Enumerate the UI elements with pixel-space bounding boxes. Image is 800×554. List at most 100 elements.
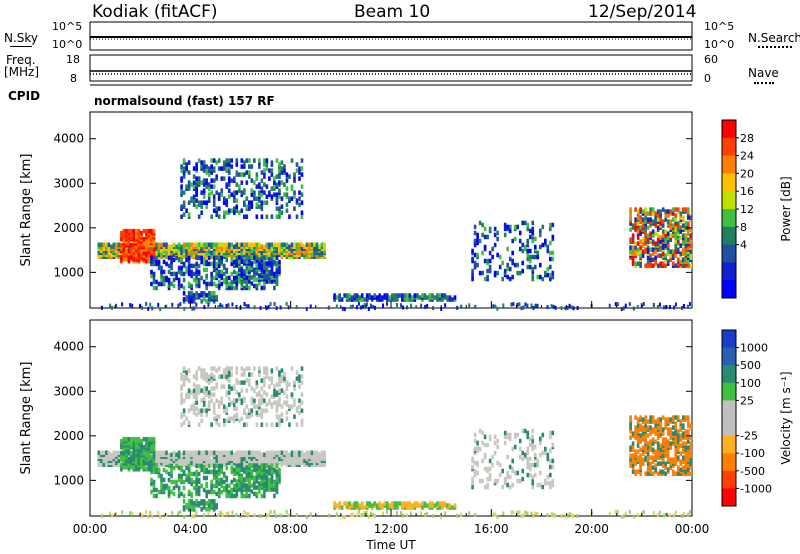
velocity-cell [197, 384, 201, 389]
velocity-cell [243, 368, 246, 373]
power-cell [408, 297, 412, 302]
power-cell [651, 219, 655, 224]
power-cell [210, 164, 213, 169]
velocity-cell [496, 460, 499, 466]
freq-unit: [MHz] [4, 65, 40, 79]
velocity-cell [231, 510, 234, 515]
x-tick-label: 04:00 [173, 522, 208, 536]
power-cell [275, 273, 279, 278]
velocity-cell [313, 456, 316, 462]
power-cell [416, 293, 419, 298]
velocity-cell [205, 450, 208, 456]
velocity-cell [248, 408, 251, 413]
power-cell [243, 188, 246, 193]
velocity-cell [518, 454, 522, 460]
power-cell [195, 166, 198, 171]
velocity-cell [270, 479, 274, 484]
velocity-cell [444, 511, 447, 516]
power-cell [145, 301, 148, 306]
power-cell [200, 164, 203, 169]
power-cell [288, 244, 291, 250]
velocity-cell [192, 450, 196, 456]
power-cell [483, 234, 487, 240]
velocity-cell [187, 503, 191, 508]
power-cell [221, 304, 224, 309]
power-cell [157, 281, 161, 287]
power-cell [190, 283, 193, 289]
velocity-cell [268, 483, 271, 489]
velocity-cell [260, 378, 264, 383]
power-cell [180, 257, 183, 263]
velocity-cell [160, 450, 163, 456]
power-cell [285, 186, 289, 191]
y-tick-label: 1000 [53, 473, 84, 487]
power-cell [230, 285, 234, 291]
power-cell [190, 242, 193, 248]
velocity-cell [243, 467, 246, 472]
power-cell [187, 271, 191, 277]
velocity-cell [235, 512, 238, 517]
velocity-cell [494, 512, 497, 517]
power-cell [205, 259, 208, 265]
velocity-cell [167, 491, 171, 497]
power-cell [240, 277, 244, 283]
velocity-cell [378, 501, 382, 506]
power-cell [476, 236, 479, 242]
power-cell [132, 256, 136, 262]
velocity-cell [340, 505, 344, 510]
velocity-cell [162, 483, 166, 489]
colorbar-tick-label: 100 [740, 377, 761, 390]
velocity-cell [182, 398, 186, 403]
power-cell [620, 307, 623, 312]
power-cell [120, 230, 123, 236]
velocity-cell [668, 513, 671, 518]
velocity-cell [263, 370, 266, 375]
velocity-cell [620, 515, 623, 520]
colorbar-swatch [722, 382, 736, 401]
power-cell [237, 184, 241, 189]
power-cell [679, 251, 683, 256]
velocity-cell [526, 460, 530, 466]
velocity-cell [210, 372, 213, 377]
power-cell [502, 303, 505, 308]
velocity-cell [245, 491, 249, 497]
power-cell [102, 242, 106, 248]
power-cell [576, 305, 579, 310]
power-cell [243, 242, 246, 248]
velocity-cell [526, 464, 530, 470]
power-cell [340, 297, 344, 302]
velocity-cell [263, 489, 266, 494]
velocity-cell [528, 472, 532, 478]
velocity-cell [122, 458, 126, 464]
velocity-cell [273, 384, 276, 389]
power-cell [288, 214, 291, 219]
velocity-cell [278, 402, 281, 407]
power-cell [177, 277, 181, 283]
power-cell [187, 170, 191, 175]
power-cell [122, 256, 126, 262]
power-cell [207, 291, 211, 296]
velocity-cell [245, 512, 248, 517]
power-cell [109, 303, 112, 308]
velocity-cell [309, 512, 312, 517]
velocity-cell [185, 370, 188, 375]
power-cell [300, 200, 304, 205]
velocity-cell [443, 501, 447, 506]
velocity-cell [195, 370, 198, 375]
power-cell [180, 214, 183, 219]
velocity-cell [225, 370, 229, 375]
power-cell [227, 158, 231, 163]
colorbar-swatch [722, 400, 736, 419]
velocity-cell [275, 404, 279, 409]
velocity-cell [192, 406, 196, 411]
power-cell [488, 264, 492, 270]
velocity-cell [310, 450, 314, 456]
velocity-cell [157, 510, 160, 515]
power-cell [443, 293, 447, 298]
power-cell [298, 166, 301, 171]
velocity-cell [526, 472, 530, 478]
power-cell [659, 239, 662, 244]
velocity-cell [200, 398, 203, 403]
power-cell [385, 301, 388, 306]
power-cell [255, 283, 259, 289]
